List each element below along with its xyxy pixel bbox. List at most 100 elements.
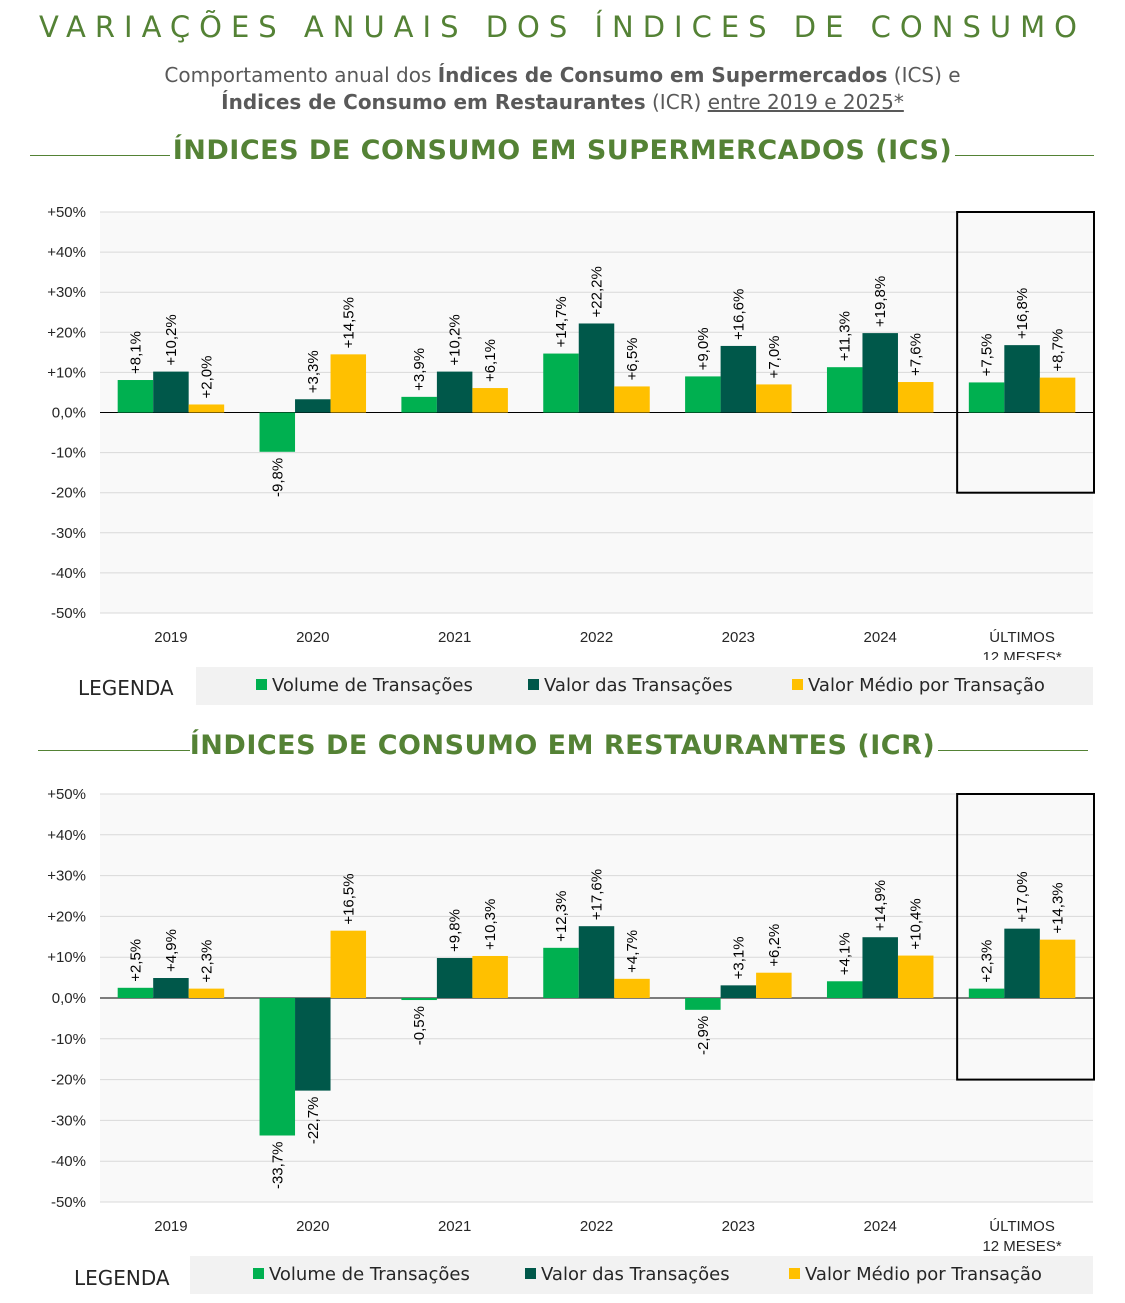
ics-x-tick-label: 2019 (154, 629, 187, 646)
icr-bar-medio (1039, 939, 1076, 998)
icr-y-tick-label: -10% (51, 1031, 86, 1048)
icr-x-tick-label: ÚLTIMOS 12 MESES* (982, 1218, 1061, 1255)
ics-x-tick-label: 2021 (438, 629, 471, 646)
ics-highlight-box (956, 211, 1096, 494)
subtitle-text-1: Comportamento anual dos (164, 63, 438, 87)
legend-swatch-medio (792, 679, 803, 690)
legend-swatch-valor (528, 679, 539, 690)
ics-bar-volume (259, 412, 296, 452)
ics-x-tick-label: 2022 (580, 629, 613, 646)
legend-swatch-volume (256, 679, 267, 690)
ics-bar-valor (153, 371, 189, 413)
subtitle-bold-icr: Índices de Consumo em Restaurantes (221, 90, 646, 114)
ics-chart-title: ÍNDICES DE CONSUMO EM SUPERMERCADOS (ICS… (172, 135, 953, 166)
ics-x-tick-label: 2024 (864, 629, 897, 646)
icr-data-label: +4,9% (163, 929, 180, 972)
subtitle-period: entre 2019 e 2025* (707, 90, 904, 114)
icr-data-label: -2,9% (695, 1016, 712, 1055)
ics-data-label: +10,2% (447, 314, 464, 365)
icr-legend-medio: Valor Médio por Transação (789, 1264, 1042, 1285)
icr-data-label: +10,3% (482, 899, 499, 950)
icr-x-tick-label: 2022 (580, 1218, 613, 1235)
icr-data-label: +2,3% (979, 940, 996, 983)
icr-y-tick-label: 0,0% (52, 990, 86, 1007)
ics-data-label: +16,8% (1014, 288, 1031, 339)
icr-legend-volume: Volume de Transações (253, 1264, 470, 1285)
icr-y-tick-label: +50% (47, 786, 86, 803)
icr-x-tick-label: 2019 (154, 1218, 187, 1235)
icr-data-label: +2,5% (127, 939, 144, 982)
icr-data-label: +14,9% (872, 880, 889, 931)
ics-data-label: +11,3% (837, 311, 854, 361)
icr-y-tick-label: +30% (47, 868, 86, 885)
ics-bar-medio (756, 384, 792, 413)
icr-bar-valor (295, 998, 331, 1091)
ics-data-label: +6,1% (482, 339, 499, 382)
ics-bar-medio (472, 388, 508, 413)
icr-x-tick-label: 2020 (296, 1218, 329, 1235)
icr-data-label: +4,1% (837, 932, 854, 975)
icr-bar-valor (1004, 928, 1040, 998)
icr-data-label: +17,0% (1014, 871, 1031, 922)
icr-legend-valor: Valor das Transações (525, 1264, 730, 1285)
ics-y-tick-label: +20% (47, 324, 86, 341)
legend-swatch-volume (253, 1268, 264, 1279)
ics-data-label: +14,7% (553, 296, 570, 347)
icr-y-tick-label: -30% (51, 1112, 86, 1129)
ics-y-tick-label: -20% (51, 485, 86, 502)
icr-bar-volume (685, 998, 721, 1010)
icr-bar-medio (614, 978, 650, 998)
ics-bar-valor (295, 399, 331, 413)
icr-bar-valor (862, 937, 898, 998)
icr-bar-medio (756, 972, 792, 998)
icr-bar-valor (578, 926, 615, 998)
icr-y-tick-label: -20% (51, 1072, 86, 1089)
ics-y-tick-label: -10% (51, 445, 86, 462)
ics-y-tick-label: 0,0% (52, 405, 86, 422)
ics-bar-medio (614, 386, 650, 413)
subtitle-bold-ics: Índices de Consumo em Supermercados (437, 63, 888, 87)
icr-data-label: +6,2% (766, 924, 783, 967)
icr-data-label: +16,5% (340, 873, 357, 924)
ics-header-line-right (955, 155, 1094, 156)
ics-data-label: +19,8% (872, 276, 889, 327)
ics-data-label: +6,5% (624, 337, 641, 380)
ics-x-tick-label: 2023 (722, 629, 755, 646)
ics-y-tick-label: -40% (51, 565, 86, 582)
ics-data-label: +7,5% (979, 333, 996, 376)
icr-data-label: +17,6% (589, 869, 606, 920)
ics-y-tick-label: +10% (47, 364, 86, 381)
icr-bar-volume (259, 998, 296, 1136)
icr-y-tick-label: -40% (51, 1153, 86, 1170)
icr-bar-medio (188, 988, 225, 998)
ics-legend-valor: Valor das Transações (528, 675, 733, 696)
ics-data-label: -9,8% (269, 458, 286, 497)
ics-legend-box: Volume de Transações Valor das Transaçõe… (196, 667, 1093, 705)
ics-data-label: +3,3% (305, 350, 322, 393)
ics-data-label: +3,9% (411, 348, 428, 391)
ics-data-label: +16,6% (730, 289, 747, 340)
icr-data-label: +12,3% (553, 891, 570, 942)
icr-data-label: -22,7% (305, 1097, 322, 1145)
ics-data-label: +9,0% (695, 327, 712, 370)
ics-x-tick-label: ÚLTIMOS 12 MESES* (982, 629, 1061, 660)
ics-y-tick-label: +50% (47, 204, 86, 221)
icr-bar-volume (401, 998, 437, 1001)
icr-bar-valor (720, 985, 757, 998)
icr-bar-volume (543, 947, 579, 998)
icr-bar-volume (117, 987, 154, 998)
ics-bar-valor (862, 333, 898, 413)
subtitle-text-2: (ICS) e (887, 63, 961, 87)
ics-legend-title: LEGENDA (78, 676, 174, 700)
ics-data-label: +10,2% (163, 314, 180, 365)
ics-bar-volume (826, 367, 863, 413)
icr-data-label: +10,4% (908, 898, 925, 949)
icr-chart-title: ÍNDICES DE CONSUMO EM RESTAURANTES (ICR) (189, 730, 936, 761)
icr-x-tick-label: 2021 (438, 1218, 471, 1235)
icr-x-tick-label: 2024 (864, 1218, 897, 1235)
icr-legend-box: Volume de Transações Valor das Transaçõe… (190, 1256, 1093, 1294)
ics-data-label: +2,0% (198, 356, 215, 399)
ics-y-tick-label: -50% (51, 605, 86, 622)
ics-bar-medio (188, 404, 225, 413)
page-title: VARIAÇÕES ANUAIS DOS ÍNDICES DE CONSUMO (39, 10, 1086, 44)
